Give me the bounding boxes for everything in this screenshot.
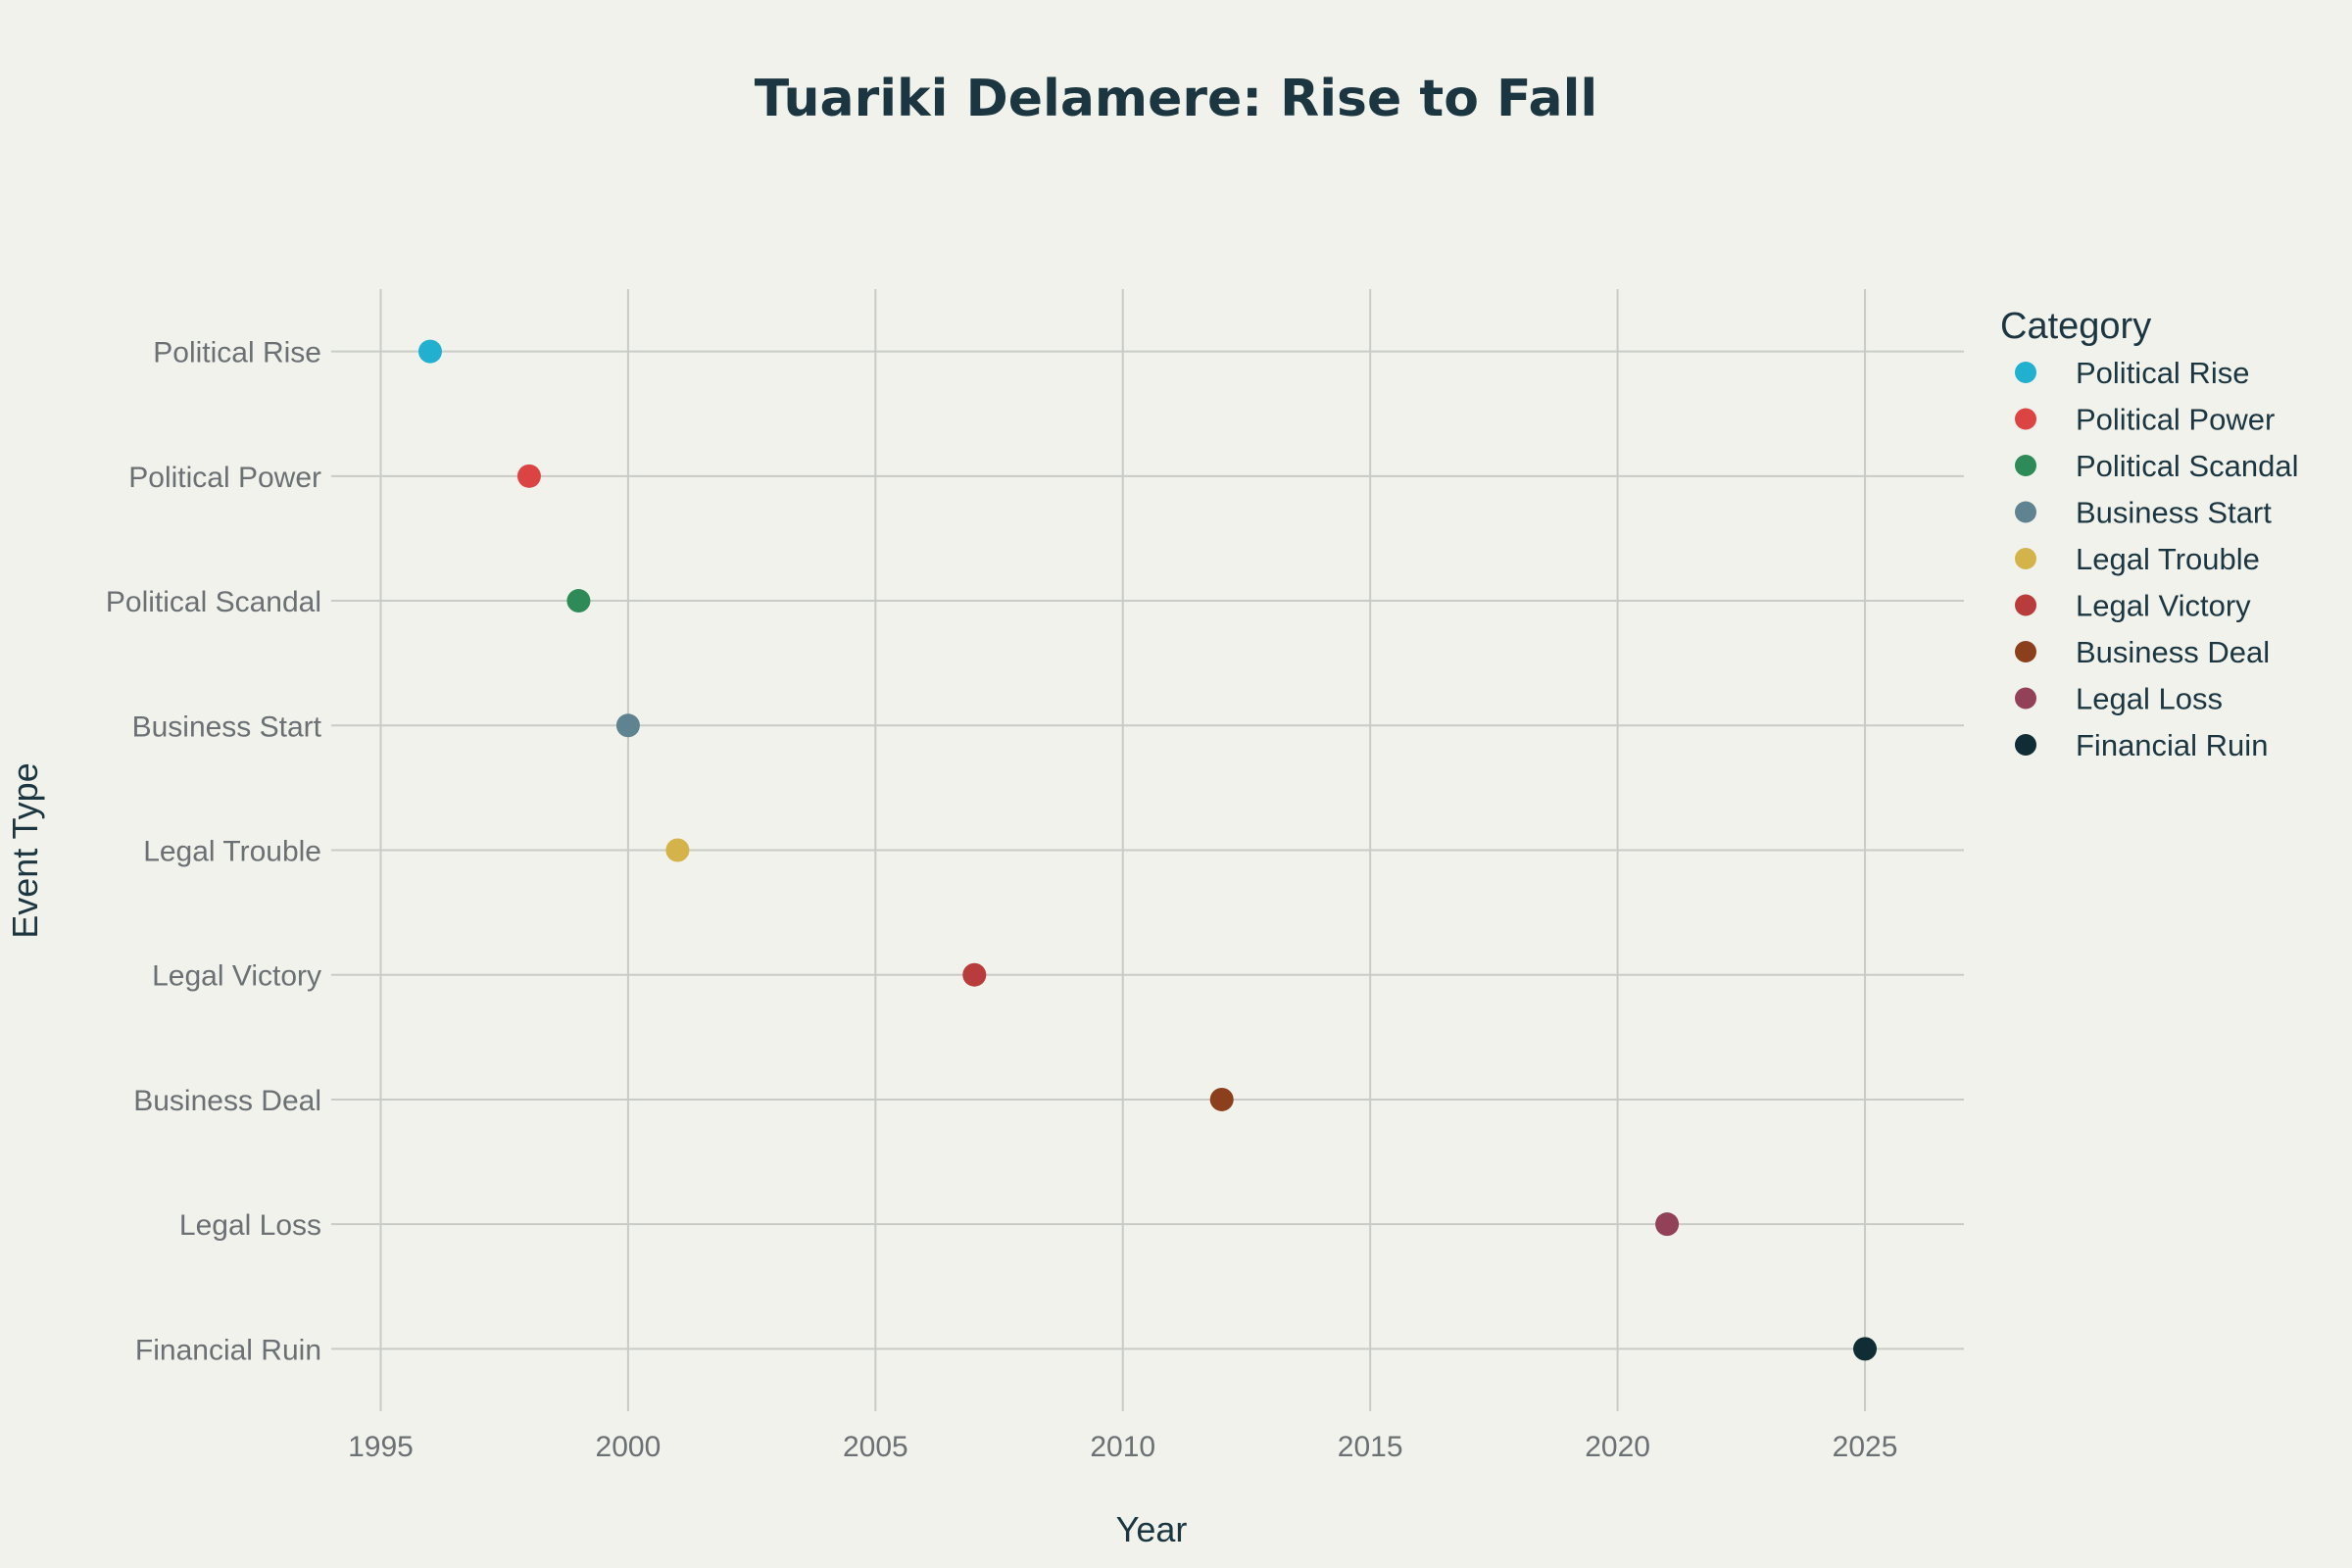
grid-layer — [331, 289, 1964, 1411]
x-axis-title: Year — [1116, 1509, 1188, 1549]
x-tick-label: 2025 — [1833, 1431, 1898, 1463]
data-point — [1655, 1212, 1680, 1237]
legend-title: Category — [2000, 306, 2151, 347]
legend-marker — [2015, 687, 2036, 710]
data-point — [417, 339, 442, 364]
y-tick-label: Legal Victory — [152, 960, 321, 993]
data-point — [665, 838, 690, 862]
x-tick-label: 2000 — [596, 1431, 662, 1463]
y-tick-label: Financial Ruin — [135, 1334, 321, 1366]
x-tick-label: 2015 — [1338, 1431, 1403, 1463]
y-tick-label: Political Scandal — [106, 586, 321, 618]
y-tick-label: Legal Trouble — [143, 836, 321, 868]
chart-title: Tuariki Delamere: Rise to Fall — [755, 70, 1598, 128]
legend-marker — [2015, 594, 2036, 616]
y-tick-label: Business Deal — [133, 1085, 321, 1117]
legend-marker — [2015, 362, 2036, 383]
data-point — [1853, 1337, 1878, 1361]
y-tick-label: Legal Loss — [179, 1209, 321, 1242]
y-tick-label: Political Power — [128, 462, 321, 494]
legend-marker — [2015, 548, 2036, 569]
legend-label: Political Power — [2076, 403, 2275, 437]
legend-marker — [2015, 501, 2036, 523]
legend-label: Legal Victory — [2076, 589, 2251, 623]
x-tick-label: 1995 — [348, 1431, 414, 1463]
legend-label: Political Rise — [2076, 356, 2249, 390]
y-tick-label: Business Start — [132, 710, 322, 743]
legend-label: Legal Trouble — [2076, 542, 2260, 576]
legend-marker — [2015, 734, 2036, 756]
legend-label: Financial Ruin — [2076, 728, 2268, 762]
data-point — [962, 962, 987, 987]
data-point — [516, 464, 541, 488]
legend-label: Business Start — [2076, 496, 2272, 530]
legend-marker — [2015, 408, 2036, 430]
data-points — [417, 339, 1878, 1361]
legend-marker — [2015, 455, 2036, 476]
data-point — [566, 589, 591, 613]
data-point — [615, 713, 640, 738]
x-tick-label: 2005 — [843, 1431, 908, 1463]
y-tick-labels: Political Rise Political Power Political S… — [106, 337, 322, 1367]
data-point — [1209, 1087, 1234, 1111]
y-axis-title: Event Type — [5, 762, 45, 938]
legend-marker — [2015, 641, 2036, 662]
y-tick-label: Political Rise — [153, 337, 321, 369]
legend-label: Business Deal — [2076, 635, 2270, 669]
legend-items: Political Rise Political Power Political S… — [2015, 356, 2298, 762]
x-tick-label: 2010 — [1090, 1431, 1155, 1463]
legend-label: Political Scandal — [2076, 449, 2298, 483]
x-tick-labels: 1995 2000 2005 2010 2015 2020 2025 — [348, 1431, 1897, 1463]
x-tick-label: 2020 — [1585, 1431, 1650, 1463]
legend-label: Legal Loss — [2076, 682, 2223, 716]
